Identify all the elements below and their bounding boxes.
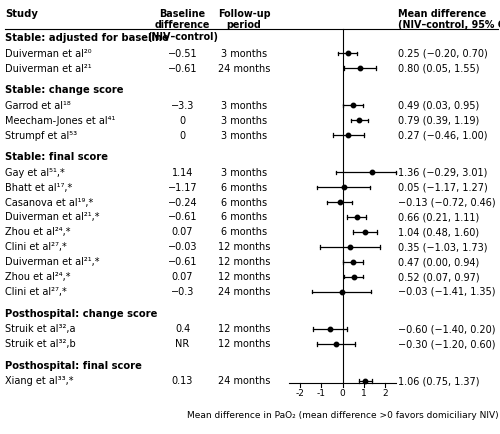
Text: 0.66 (0.21, 1.11): 0.66 (0.21, 1.11) xyxy=(398,212,480,222)
Text: Zhou et al²⁴,*: Zhou et al²⁴,* xyxy=(5,271,70,281)
Text: Duiverman et al²⁰: Duiverman et al²⁰ xyxy=(5,49,92,59)
Text: Duiverman et al²¹,*: Duiverman et al²¹,* xyxy=(5,256,100,266)
Text: 24 months: 24 months xyxy=(218,286,270,296)
Text: 1.04 (0.48, 1.60): 1.04 (0.48, 1.60) xyxy=(398,227,479,237)
Text: Xiang et al³³,*: Xiang et al³³,* xyxy=(5,375,73,385)
Text: Mean difference in PaO₂ (mean difference >0 favors domiciliary NIV): Mean difference in PaO₂ (mean difference… xyxy=(186,410,498,419)
Text: 2: 2 xyxy=(382,388,388,398)
Text: Stable: change score: Stable: change score xyxy=(5,85,124,95)
Text: Follow-up
period: Follow-up period xyxy=(218,9,270,30)
Text: 0.27 (−0.46, 1.00): 0.27 (−0.46, 1.00) xyxy=(398,130,488,140)
Text: 1: 1 xyxy=(361,388,367,398)
Text: 3 months: 3 months xyxy=(221,101,267,111)
Text: 24 months: 24 months xyxy=(218,63,270,73)
Text: 12 months: 12 months xyxy=(218,271,270,281)
Text: 0.05 (−1.17, 1.27): 0.05 (−1.17, 1.27) xyxy=(398,182,488,192)
Text: Study: Study xyxy=(5,9,38,19)
Text: Clini et al²⁷,*: Clini et al²⁷,* xyxy=(5,286,67,296)
Text: 0.4: 0.4 xyxy=(175,323,190,333)
Text: Baseline
difference
(NIV–control): Baseline difference (NIV–control) xyxy=(147,9,218,42)
Text: −0.3: −0.3 xyxy=(171,286,194,296)
Text: Bhatt et al¹⁷,*: Bhatt et al¹⁷,* xyxy=(5,182,72,192)
Text: 1.14: 1.14 xyxy=(172,168,193,178)
Text: 0.35 (−1.03, 1.73): 0.35 (−1.03, 1.73) xyxy=(398,242,488,252)
Text: Duiverman et al²¹: Duiverman et al²¹ xyxy=(5,63,92,73)
Text: −0.60 (−1.40, 0.20): −0.60 (−1.40, 0.20) xyxy=(398,323,496,333)
Text: Clini et al²⁷,*: Clini et al²⁷,* xyxy=(5,242,67,252)
Text: 0: 0 xyxy=(180,130,186,140)
Text: 3 months: 3 months xyxy=(221,168,267,178)
Text: Duiverman et al²¹,*: Duiverman et al²¹,* xyxy=(5,212,100,222)
Text: 0: 0 xyxy=(340,388,345,398)
Text: NR: NR xyxy=(176,339,190,349)
Text: Struik et al³²,b: Struik et al³²,b xyxy=(5,339,76,349)
Text: −0.30 (−1.20, 0.60): −0.30 (−1.20, 0.60) xyxy=(398,339,496,349)
Text: 0.52 (0.07, 0.97): 0.52 (0.07, 0.97) xyxy=(398,271,480,281)
Text: −0.61: −0.61 xyxy=(168,256,197,266)
Text: −0.61: −0.61 xyxy=(168,212,197,222)
Text: −3.3: −3.3 xyxy=(171,101,194,111)
Text: −1.17: −1.17 xyxy=(168,182,198,192)
Text: −0.03 (−1.41, 1.35): −0.03 (−1.41, 1.35) xyxy=(398,286,496,296)
Text: 0.47 (0.00, 0.94): 0.47 (0.00, 0.94) xyxy=(398,256,480,266)
Text: 0.49 (0.03, 0.95): 0.49 (0.03, 0.95) xyxy=(398,101,480,111)
Text: Stable: final score: Stable: final score xyxy=(5,152,108,162)
Text: 0.79 (0.39, 1.19): 0.79 (0.39, 1.19) xyxy=(398,115,480,125)
Text: Posthospital: change score: Posthospital: change score xyxy=(5,308,158,318)
Text: 3 months: 3 months xyxy=(221,115,267,125)
Text: −0.13 (−0.72, 0.46): −0.13 (−0.72, 0.46) xyxy=(398,197,496,207)
Text: 0.13: 0.13 xyxy=(172,375,193,385)
Text: 0.07: 0.07 xyxy=(172,271,193,281)
Text: 0.07: 0.07 xyxy=(172,227,193,237)
Text: Mean difference
(NIV–control, 95% CI): Mean difference (NIV–control, 95% CI) xyxy=(398,9,500,30)
Text: 6 months: 6 months xyxy=(221,197,267,207)
Text: 24 months: 24 months xyxy=(218,375,270,385)
Text: Struik et al³²,a: Struik et al³²,a xyxy=(5,323,76,333)
Text: 12 months: 12 months xyxy=(218,256,270,266)
Text: Stable: adjusted for baseline: Stable: adjusted for baseline xyxy=(5,33,169,43)
Text: -2: -2 xyxy=(296,388,304,398)
Text: 3 months: 3 months xyxy=(221,130,267,140)
Text: 12 months: 12 months xyxy=(218,242,270,252)
Text: 0: 0 xyxy=(180,115,186,125)
Text: 6 months: 6 months xyxy=(221,182,267,192)
Text: 6 months: 6 months xyxy=(221,212,267,222)
Text: Posthospital: final score: Posthospital: final score xyxy=(5,360,142,370)
Text: 12 months: 12 months xyxy=(218,323,270,333)
Text: Gay et al⁵¹,*: Gay et al⁵¹,* xyxy=(5,168,65,178)
Text: −0.51: −0.51 xyxy=(168,49,198,59)
Text: 12 months: 12 months xyxy=(218,339,270,349)
Text: 3 months: 3 months xyxy=(221,49,267,59)
Text: −0.03: −0.03 xyxy=(168,242,197,252)
Text: Strumpf et al⁵³: Strumpf et al⁵³ xyxy=(5,130,77,140)
Text: -1: -1 xyxy=(316,388,326,398)
Text: −0.24: −0.24 xyxy=(168,197,198,207)
Text: Zhou et al²⁴,*: Zhou et al²⁴,* xyxy=(5,227,70,237)
Text: 1.36 (−0.29, 3.01): 1.36 (−0.29, 3.01) xyxy=(398,168,488,178)
Text: −0.61: −0.61 xyxy=(168,63,197,73)
Text: 0.25 (−0.20, 0.70): 0.25 (−0.20, 0.70) xyxy=(398,49,488,59)
Text: Garrod et al¹⁸: Garrod et al¹⁸ xyxy=(5,101,71,111)
Text: Meecham-Jones et al⁴¹: Meecham-Jones et al⁴¹ xyxy=(5,115,116,125)
Text: Casanova et al¹⁹,*: Casanova et al¹⁹,* xyxy=(5,197,93,207)
Text: 0.80 (0.05, 1.55): 0.80 (0.05, 1.55) xyxy=(398,63,480,73)
Text: 1.06 (0.75, 1.37): 1.06 (0.75, 1.37) xyxy=(398,375,480,385)
Text: 6 months: 6 months xyxy=(221,227,267,237)
